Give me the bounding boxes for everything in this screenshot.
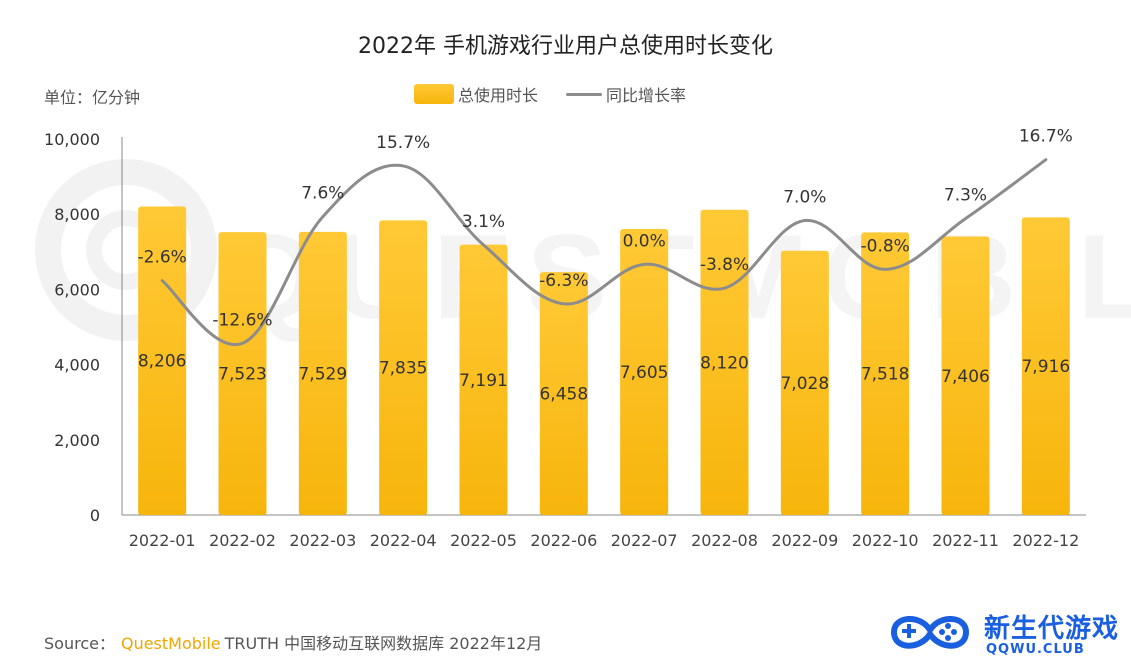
growth-rate-label: -12.6% xyxy=(212,310,272,330)
bar-value-label: 7,916 xyxy=(1021,357,1070,377)
legend: 总使用时长 同比增长率 xyxy=(414,82,714,106)
bar-2022-07 xyxy=(620,229,669,515)
bar-2022-08 xyxy=(700,209,749,516)
bar-value-label: 7,529 xyxy=(298,364,347,384)
bar-value-label: 6,458 xyxy=(539,385,588,405)
bar-2022-02 xyxy=(218,232,267,515)
source-brand: QuestMobile xyxy=(120,634,221,653)
x-tick-label: 2022-07 xyxy=(611,531,678,550)
bar-2022-04 xyxy=(379,220,428,516)
x-tick-label: 2022-08 xyxy=(691,531,758,550)
y-tick-label: 2,000 xyxy=(54,431,100,450)
gamepad-icon xyxy=(890,616,970,649)
bar-2022-05 xyxy=(459,244,508,515)
growth-rate-label: 0.0% xyxy=(623,231,666,251)
bar-value-label: 7,835 xyxy=(379,359,428,379)
unit-label: 单位：亿分钟 xyxy=(44,88,141,107)
logo-main-text: 新生代游戏 xyxy=(984,614,1120,644)
legend-label-growth: 同比增长率 xyxy=(606,86,687,105)
bar-value-label: 8,206 xyxy=(138,352,187,372)
y-tick-label: 4,000 xyxy=(54,356,100,375)
growth-rate-label: 16.7% xyxy=(1019,127,1073,147)
x-tick-label: 2022-06 xyxy=(530,531,597,550)
growth-rate-label: -6.3% xyxy=(539,271,588,291)
growth-rate-label: 7.0% xyxy=(783,187,826,207)
site-logo: 新生代游戏 QQWU.CLUB xyxy=(880,604,1130,660)
growth-rate-label: 7.6% xyxy=(301,184,344,204)
bar-value-label: 7,406 xyxy=(941,367,990,387)
bar-value-label: 8,120 xyxy=(700,353,749,373)
watermark-text: QUESTMOBILE xyxy=(225,210,1131,344)
growth-rate-label: 3.1% xyxy=(462,212,505,232)
bar-value-label: 7,191 xyxy=(459,371,508,391)
bar-2022-09 xyxy=(780,250,829,515)
growth-rate-label: 15.7% xyxy=(376,133,430,153)
source-prefix: Source： xyxy=(44,634,115,653)
x-tick-label: 2022-02 xyxy=(209,531,276,550)
legend-item-growth: 同比增长率 xyxy=(566,82,686,106)
source-line: Source： QuestMobile TRUTH 中国移动互联网数据库 202… xyxy=(44,630,542,654)
logo-sub-text: QQWU.CLUB xyxy=(986,642,1085,657)
y-tick-label: 10,000 xyxy=(44,130,100,149)
bar-value-label: 7,523 xyxy=(218,365,267,385)
x-tick-label: 2022-05 xyxy=(450,531,517,550)
source-text: TRUTH 中国移动互联网数据库 2022年12月 xyxy=(224,634,543,653)
bar-2022-10 xyxy=(861,232,910,516)
y-tick-label: 8,000 xyxy=(54,205,100,224)
legend-line-swatch xyxy=(566,92,603,96)
y-tick-label: 6,000 xyxy=(54,280,100,299)
bar-2022-03 xyxy=(298,231,347,515)
growth-rate-line xyxy=(160,158,1048,347)
legend-bar-swatch xyxy=(414,84,454,104)
legend-item-duration: 总使用时长 xyxy=(414,82,538,106)
y-tick-label: 0 xyxy=(90,506,100,525)
bar-2022-01 xyxy=(138,206,187,515)
x-tick-label: 2022-09 xyxy=(771,531,838,550)
x-tick-label: 2022-04 xyxy=(370,531,437,550)
chart-title: 2022年 手机游戏行业用户总使用时长变化 xyxy=(358,34,773,59)
growth-rate-label: -0.8% xyxy=(861,236,910,256)
x-tick-label: 2022-01 xyxy=(129,531,196,550)
bar-value-label: 7,605 xyxy=(620,363,669,383)
x-tick-label: 2022-03 xyxy=(289,531,356,550)
growth-rate-label: -2.6% xyxy=(138,248,187,268)
x-tick-label: 2022-12 xyxy=(1012,531,1079,550)
x-tick-label: 2022-11 xyxy=(932,531,999,550)
growth-rate-label: -3.8% xyxy=(700,255,749,275)
bar-value-label: 7,028 xyxy=(780,374,829,394)
bar-2022-06 xyxy=(539,272,588,515)
bar-value-label: 7,518 xyxy=(861,365,910,385)
bar-2022-12 xyxy=(1021,217,1070,515)
growth-rate-label: 7.3% xyxy=(944,186,987,206)
legend-label-duration: 总使用时长 xyxy=(458,86,539,105)
bar-2022-11 xyxy=(941,236,990,515)
x-tick-label: 2022-10 xyxy=(852,531,919,550)
